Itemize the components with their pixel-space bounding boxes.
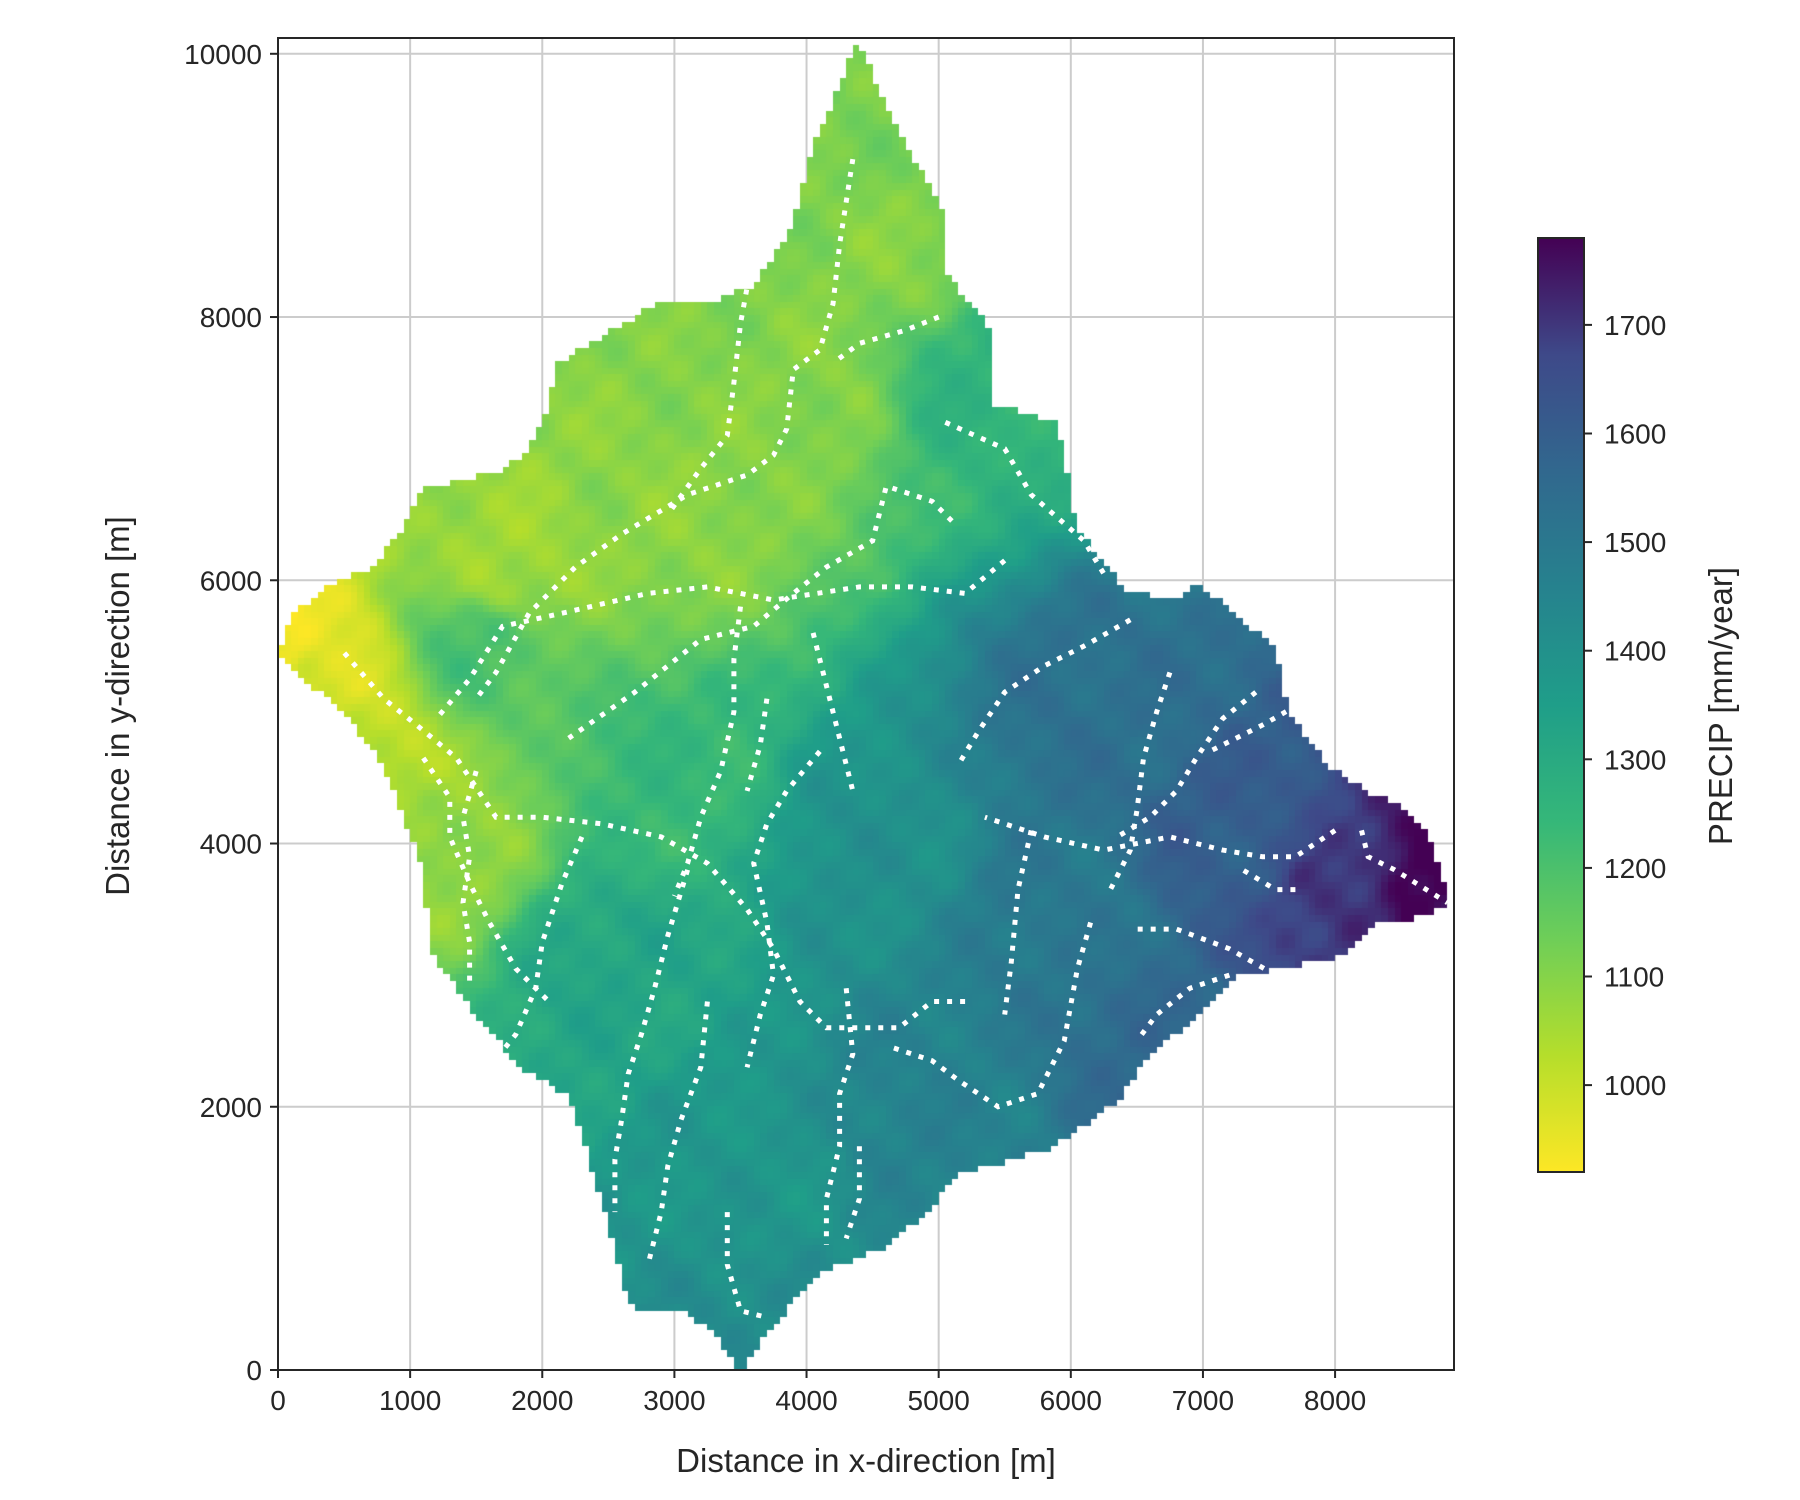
stream-line	[567, 487, 889, 741]
x-tick-label: 2000	[511, 1385, 573, 1416]
stream-line	[744, 698, 770, 792]
colorbar-tick-label: 1700	[1604, 310, 1666, 341]
y-tick-label: 4000	[200, 829, 262, 860]
x-tick-label: 5000	[908, 1385, 970, 1416]
stream-line	[1208, 696, 1310, 754]
stream-line	[645, 1001, 710, 1266]
stream-line	[944, 420, 1106, 575]
colorbar-tick-label: 1200	[1604, 853, 1666, 884]
stream-line	[956, 617, 1132, 766]
stream-line	[810, 632, 856, 792]
x-tick-label: 0	[270, 1385, 286, 1416]
stream-line	[1002, 829, 1034, 1015]
x-tick-label: 1000	[379, 1385, 441, 1416]
stream-line	[421, 756, 551, 1004]
precip-heatmap	[278, 38, 1454, 1370]
colorbar: 1000 1100 1200 1300 1400 1500 1600 1700 PRECIP …	[1537, 237, 1739, 1173]
colorbar-tick-label: 1600	[1604, 418, 1666, 449]
stream-line	[672, 606, 743, 898]
stream-line	[843, 1146, 862, 1240]
stream-line	[1130, 926, 1310, 998]
x-axis: 0 1000 2000 3000 4000 5000 6000 7000 8000	[270, 1370, 1366, 1416]
x-axis-label: Distance in x-direction [m]	[676, 1442, 1056, 1479]
x-tick-label: 8000	[1304, 1385, 1366, 1416]
colorbar-tick-label: 1500	[1604, 527, 1666, 558]
y-axis: 0 2000 4000 6000 8000 10000	[184, 39, 278, 1386]
stream-line	[474, 158, 856, 701]
y-tick-label: 10000	[184, 39, 262, 70]
plot-frame	[277, 37, 1455, 1371]
y-tick-label: 6000	[200, 565, 262, 596]
colorbar-ticks: 1000 1100 1200 1300 1400 1500 1600 1700	[1584, 310, 1666, 1101]
colorbar-tick-label: 1300	[1604, 744, 1666, 775]
colorbar-tick-label: 1400	[1604, 636, 1666, 667]
stream-line	[1359, 829, 1449, 905]
stream-line	[665, 250, 757, 516]
x-tick-label: 6000	[1040, 1385, 1102, 1416]
stream-line	[984, 814, 1337, 860]
stream-line	[724, 1212, 768, 1320]
colorbar-label: PRECIP [mm/year]	[1702, 567, 1739, 845]
stream-line	[1115, 690, 1258, 840]
colorbar-gradient	[1537, 237, 1585, 1173]
stream-line	[342, 651, 966, 1031]
stream-line	[891, 485, 954, 523]
y-tick-label: 0	[246, 1355, 262, 1386]
stream-line	[460, 770, 479, 989]
x-tick-label: 4000	[775, 1385, 837, 1416]
stream-line	[823, 988, 856, 1245]
y-axis-label: Distance in y-direction [m]	[99, 516, 136, 896]
y-tick-label: 2000	[200, 1092, 262, 1123]
stream-network	[342, 158, 1449, 1320]
y-tick-label: 8000	[200, 302, 262, 333]
colorbar-tick-label: 1000	[1604, 1070, 1666, 1101]
stream-line	[487, 835, 585, 1069]
stream-line	[831, 314, 940, 366]
x-tick-label: 3000	[643, 1385, 705, 1416]
x-tick-label: 7000	[1172, 1385, 1234, 1416]
colorbar-tick-label: 1100	[1604, 962, 1664, 993]
